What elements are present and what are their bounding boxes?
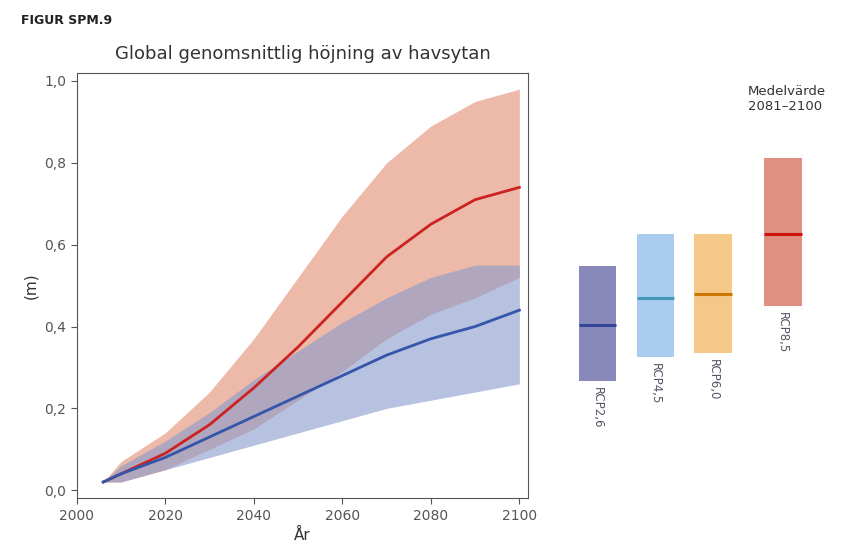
Text: RCP4,5: RCP4,5 (649, 363, 662, 405)
Text: RCP6,0: RCP6,0 (707, 360, 720, 401)
Text: FIGUR SPM.9: FIGUR SPM.9 (21, 14, 112, 27)
Bar (764, 158, 802, 306)
Bar (694, 234, 732, 353)
Text: Medelvärde
2081–2100: Medelvärde 2081–2100 (748, 85, 826, 113)
Title: Global genomsnittlig höjning av havsytan: Global genomsnittlig höjning av havsytan (114, 45, 491, 63)
Bar (636, 234, 674, 357)
Text: RCP2,6: RCP2,6 (591, 387, 604, 429)
Bar (579, 265, 616, 381)
X-axis label: År: År (294, 529, 311, 543)
Text: RCP8,5: RCP8,5 (776, 311, 789, 353)
Y-axis label: (m): (m) (24, 272, 38, 299)
